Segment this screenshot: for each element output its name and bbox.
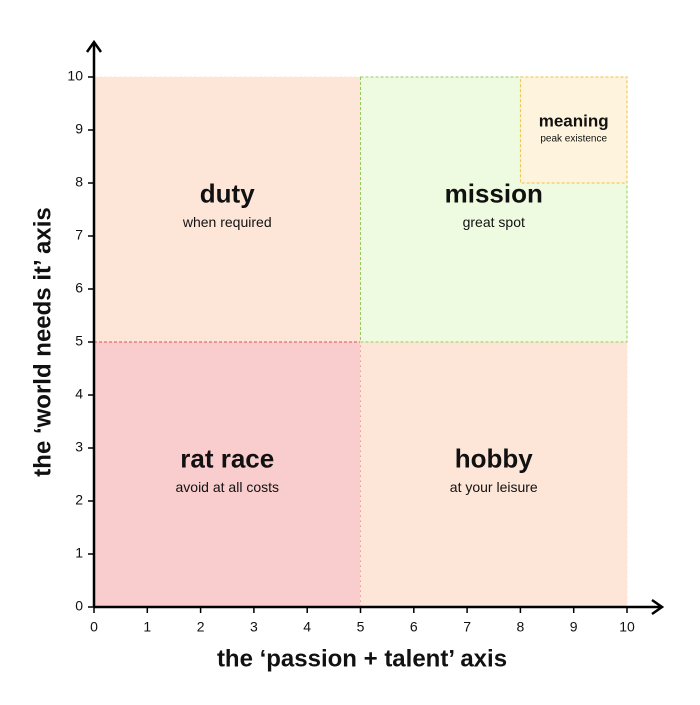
x-tick-label: 5 [357,619,365,635]
x-tick-label: 9 [570,619,578,635]
y-tick-label: 4 [75,386,83,402]
x-tick-label: 10 [619,619,635,635]
x-tick-label: 2 [197,619,205,635]
x-tick-label: 8 [517,619,525,635]
x-tick-label: 6 [410,619,418,635]
region-title: hobby [455,443,534,473]
x-tick-label: 7 [463,619,471,635]
region-label: great spot [463,214,525,230]
region-label: at your leisure [450,479,538,495]
region [519,76,628,184]
y-tick-label: 2 [75,492,83,508]
x-axis-arrow [651,598,665,616]
region [360,341,628,608]
region-label: when required [182,214,272,230]
y-tick-label: 5 [75,333,83,349]
y-axis-title: the ‘world needs it’ axis [29,207,56,476]
x-tick-label: 4 [303,619,311,635]
region [93,76,361,343]
region-label: avoid at all costs [176,479,280,495]
y-axis-arrow [85,39,103,53]
region-title: duty [200,178,255,208]
x-tick-label: 1 [143,619,151,635]
region [93,341,361,608]
x-tick-label: 3 [250,619,258,635]
y-tick-label: 8 [75,174,83,190]
y-tick-label: 3 [75,439,83,455]
y-tick-label: 9 [75,121,83,137]
region-title: mission [445,178,543,208]
y-tick-label: 6 [75,280,83,296]
y-tick-label: 10 [67,68,83,84]
y-tick-label: 7 [75,227,83,243]
x-tick-label: 0 [90,619,98,635]
region-label: peak existence [540,134,607,145]
x-axis-title: the ‘passion + talent’ axis [217,645,507,672]
region-title: rat race [180,443,274,473]
y-tick-label: 1 [75,545,83,561]
y-tick-label: 0 [75,598,83,614]
region-title: meaning [539,111,609,130]
